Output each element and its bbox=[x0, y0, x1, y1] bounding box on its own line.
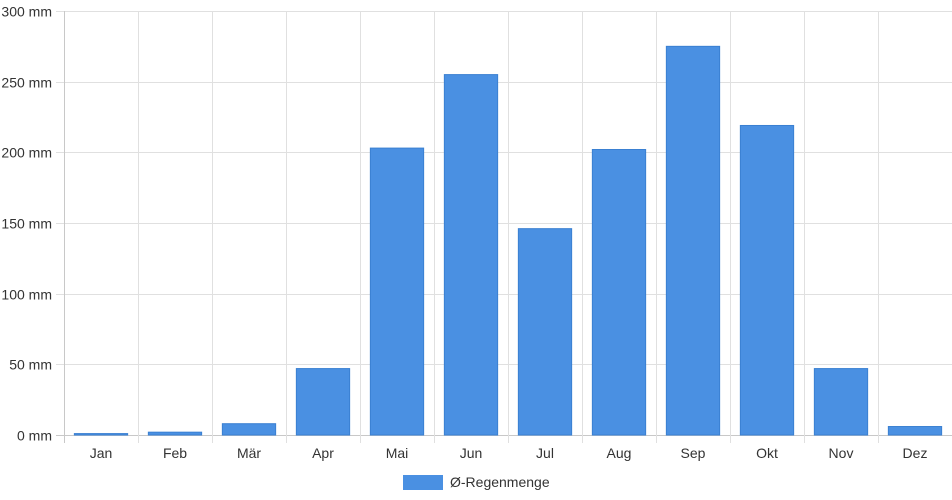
bar-Sep[interactable] bbox=[665, 45, 721, 436]
x-tick-label: Jul bbox=[536, 445, 554, 461]
x-tick-label: Dez bbox=[903, 445, 928, 461]
x-tick-label: Okt bbox=[756, 445, 778, 461]
bar-Mai[interactable] bbox=[369, 147, 425, 436]
x-tick-label: Mär bbox=[237, 445, 261, 461]
y-axis-ticks: 0 mm 50 mm 100 mm 150 mm 200 mm 250 mm 300 mm bbox=[1, 4, 52, 444]
y-tick-label: 0 mm bbox=[17, 428, 52, 444]
bar-Mär[interactable] bbox=[221, 423, 277, 436]
bar-Nov[interactable] bbox=[813, 368, 869, 436]
bars bbox=[73, 45, 943, 436]
x-tick-label: Jan bbox=[90, 445, 113, 461]
x-tick-label: Aug bbox=[607, 445, 632, 461]
bar-Feb[interactable] bbox=[147, 431, 203, 436]
bar-Okt[interactable] bbox=[739, 124, 795, 436]
bar-Apr[interactable] bbox=[295, 368, 351, 436]
legend-swatch bbox=[403, 475, 443, 490]
y-tick-label: 150 mm bbox=[1, 216, 52, 232]
x-tick-label: Apr bbox=[312, 445, 334, 461]
y-tick-label: 50 mm bbox=[9, 357, 52, 373]
y-tick-label: 100 mm bbox=[1, 287, 52, 303]
bar-Dez[interactable] bbox=[887, 426, 943, 436]
bar-Jul[interactable] bbox=[517, 228, 573, 436]
y-tick-label: 250 mm bbox=[1, 75, 52, 91]
bar-Aug[interactable] bbox=[591, 149, 647, 436]
x-tick-label: Feb bbox=[163, 445, 187, 461]
legend-label: Ø-Regenmenge bbox=[450, 474, 550, 490]
x-tick-label: Sep bbox=[681, 445, 706, 461]
x-tick-label: Jun bbox=[460, 445, 483, 461]
x-tick-label: Mai bbox=[386, 445, 409, 461]
y-tick-label: 300 mm bbox=[1, 4, 52, 20]
y-tick-label: 200 mm bbox=[1, 145, 52, 161]
grid-lines bbox=[56, 11, 952, 443]
bar-Jun[interactable] bbox=[443, 74, 499, 436]
legend[interactable]: Ø-Regenmenge bbox=[403, 474, 550, 490]
bar-Jan[interactable] bbox=[73, 433, 129, 436]
x-axis-ticks: Jan Feb Mär Apr Mai Jun Jul Aug Sep Okt Nov Dez bbox=[90, 445, 928, 461]
x-tick-label: Nov bbox=[829, 445, 854, 461]
